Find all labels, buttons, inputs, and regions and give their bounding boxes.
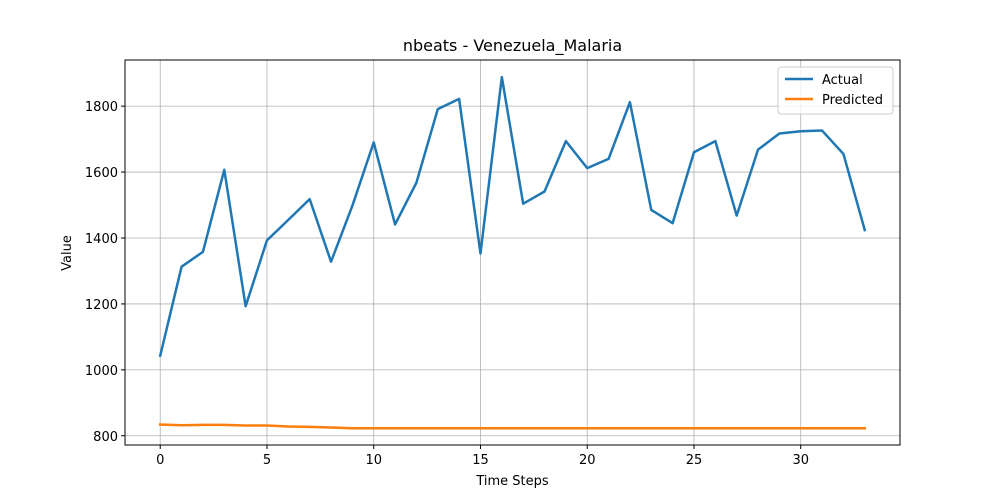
grid (125, 60, 900, 445)
series-line-actual (158, 75, 867, 358)
x-tick-label: 30 (792, 453, 809, 468)
y-tick-label: 1600 (85, 166, 118, 181)
legend-label-actual: Actual (822, 73, 863, 88)
series-lines (158, 75, 867, 430)
x-tick-label: 20 (579, 453, 596, 468)
x-axis-ticks: 0 5 10 15 20 25 30 (156, 445, 809, 468)
x-tick-label: 10 (365, 453, 382, 468)
legend: Actual Predicted (777, 66, 894, 115)
legend-label-predicted: Predicted (822, 93, 883, 108)
x-tick-label: 25 (686, 453, 703, 468)
x-tick-label: 15 (472, 453, 489, 468)
x-tick-label: 0 (156, 453, 164, 468)
x-axis-label: Time Steps (475, 474, 549, 489)
plot-frame (124, 59, 901, 446)
y-tick-label: 1200 (85, 298, 118, 313)
y-tick-label: 1000 (85, 364, 118, 379)
x-tick-label: 5 (263, 453, 271, 468)
y-axis-label: Value (60, 235, 75, 271)
chart-title: nbeats - Venezuela_Malaria (403, 36, 622, 56)
y-axis-ticks: 800 1000 1200 1400 1600 1800 (85, 100, 125, 445)
series-line-predicted (158, 423, 867, 430)
y-tick-label: 1800 (85, 100, 118, 115)
y-tick-label: 1400 (85, 232, 118, 247)
y-tick-label: 800 (93, 430, 118, 445)
